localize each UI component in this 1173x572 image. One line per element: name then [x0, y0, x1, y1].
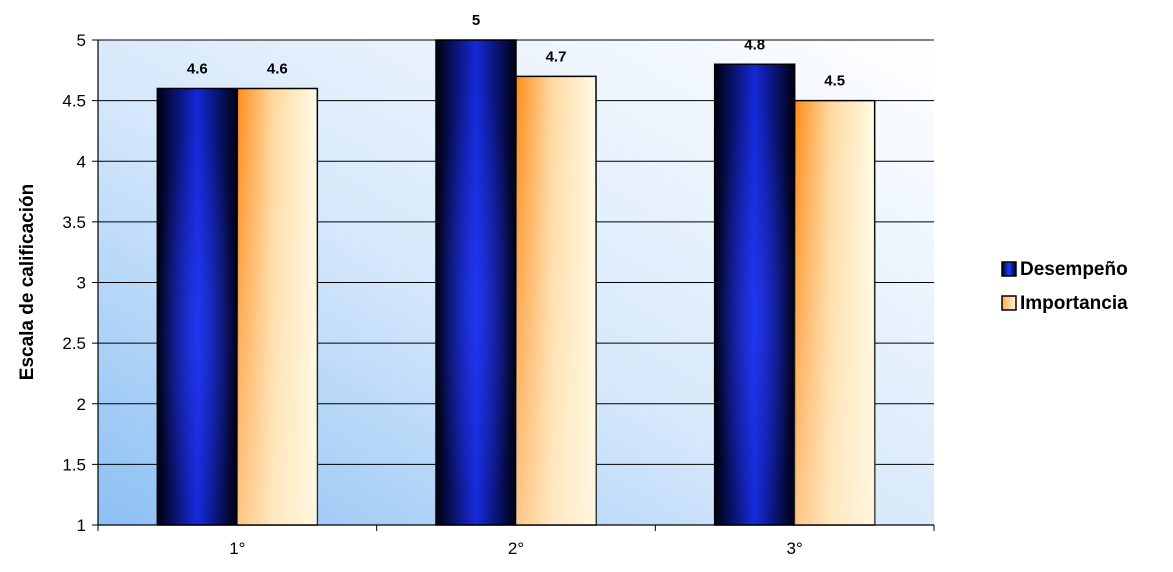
- bar-importancia-highlight: [794, 100, 875, 525]
- x-tick-label: 2°: [508, 539, 524, 558]
- data-label: 4.6: [267, 61, 288, 78]
- x-tick-label: 1°: [229, 539, 245, 558]
- legend-label-desempeno: Desempeño: [1020, 259, 1128, 280]
- y-tick-label: 5: [77, 31, 86, 50]
- bar-desempeno-highlight: [714, 64, 795, 525]
- y-tick-label: 3.5: [62, 213, 86, 232]
- bar-importancia-highlight: [237, 88, 318, 525]
- legend: Desempeño Importancia: [1001, 259, 1128, 314]
- bar-importancia-highlight: [516, 76, 596, 525]
- y-tick-label: 4: [77, 152, 86, 171]
- data-label: 4.8: [744, 36, 765, 53]
- bar-desempeno-highlight: [436, 40, 516, 525]
- x-tick-label: 3°: [787, 539, 803, 558]
- bars: [156, 39, 876, 526]
- y-tick-label: 2: [77, 395, 86, 414]
- data-label: 4.6: [187, 61, 208, 78]
- data-label: 4.7: [546, 48, 567, 65]
- legend-swatch-desempeno: [1001, 261, 1017, 277]
- y-tick-label: 2.5: [62, 334, 86, 353]
- bar-desempeno-highlight: [157, 88, 238, 525]
- data-label: 4.5: [824, 73, 845, 90]
- legend-label-importancia: Importancia: [1020, 293, 1128, 314]
- legend-item-desempeno: Desempeño: [1001, 259, 1128, 280]
- y-tick-label: 1: [77, 516, 86, 535]
- labels: 4.6 4.6 5 4.7 4.8 4.5: [187, 12, 845, 90]
- y-tick-label: 3: [77, 274, 86, 293]
- legend-item-importancia: Importancia: [1001, 293, 1128, 314]
- y-tick-label: 4.5: [62, 92, 86, 111]
- legend-swatch-importancia: [1001, 295, 1017, 311]
- y-axis-label: Escala de calificación: [17, 184, 38, 380]
- axes: 1 1.5 2 2.5 3 3.5 4 4.5 5 1° 2° 3°: [62, 31, 935, 558]
- data-label: 5: [472, 12, 480, 29]
- y-tick-label: 1.5: [62, 455, 86, 474]
